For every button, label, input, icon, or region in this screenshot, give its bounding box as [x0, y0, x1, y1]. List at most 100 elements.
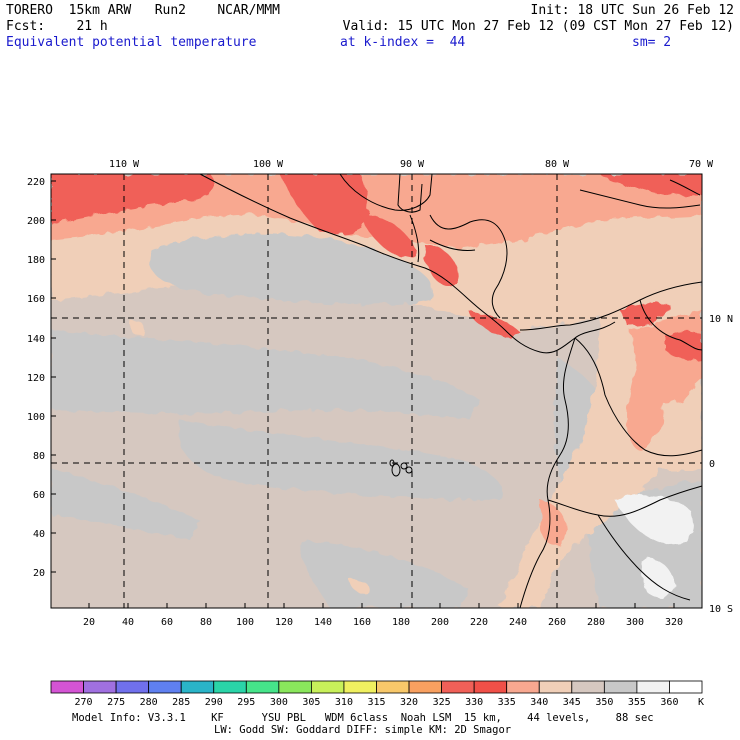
x-tick-label: 80 [200, 617, 212, 628]
x-tick-label: 260 [548, 617, 566, 628]
x-tick-label: 240 [509, 617, 527, 628]
plot-frame [50, 173, 703, 609]
coastlines [199, 173, 703, 609]
colorbar-label: 330 [465, 697, 483, 708]
colorbar-swatch [278, 680, 312, 694]
x-tick-label: 220 [470, 617, 488, 628]
border-central-america-2 [429, 239, 476, 251]
red-colombia [620, 302, 670, 326]
colorbar-label: 310 [335, 697, 353, 708]
x-tick-label: 20 [83, 617, 95, 628]
lat-lon-grid [51, 174, 702, 608]
gray-band-5 [300, 540, 470, 608]
colorbar-unit: K [698, 697, 704, 708]
x-tick-label: 120 [275, 617, 293, 628]
border-venezuela [639, 299, 703, 351]
x-tick-label: 320 [665, 617, 683, 628]
colorbar-label: 355 [628, 697, 646, 708]
colorbar-swatch [376, 680, 410, 694]
colorbar-label: 295 [237, 697, 255, 708]
warm-patch-1 [129, 319, 146, 337]
colorbar-swatch [148, 680, 182, 694]
y-tick-label: 160 [27, 294, 45, 305]
warm-sa-3 [540, 500, 567, 546]
x-tick-label: 140 [314, 617, 332, 628]
y-tick-label: 200 [27, 216, 45, 227]
colorbar-label: 275 [107, 697, 125, 708]
y-tick-marks [51, 180, 56, 573]
colorbar-label: 300 [270, 697, 288, 708]
coast-colombia-ecuador [519, 337, 576, 609]
model-title: TORERO 15km ARW Run2 NCAR/MMM [6, 3, 280, 18]
red-guatemala [360, 212, 416, 260]
y-tick-label: 20 [33, 568, 45, 579]
colorbar-swatch [473, 680, 508, 694]
border-ecuador-peru [547, 485, 703, 517]
x-tick-label: 280 [587, 617, 605, 628]
model-info-line1: Model Info: V3.3.1 KF YSU PBL WDM 6class… [72, 712, 654, 724]
x-tick-label: 160 [353, 617, 371, 628]
y-tick-label: 60 [33, 490, 45, 501]
colorbar-label: 350 [595, 697, 613, 708]
border-peru-brazil [597, 514, 691, 601]
colorbar-labels: 270 275 280 285 290 295 300 305 310 315 320 325 330 3… [75, 697, 679, 708]
colorbar-swatch [245, 680, 280, 694]
gray-band-4 [51, 470, 200, 540]
colorbar-label: 290 [205, 697, 223, 708]
red-ne [600, 174, 702, 197]
warm-patch-2 [350, 579, 371, 593]
gray-band-3 [178, 420, 502, 500]
colorbar [50, 680, 703, 694]
y-tick-label: 220 [27, 177, 45, 188]
colorbar-label: 305 [302, 697, 320, 708]
colorbar-label: 285 [172, 697, 190, 708]
colorbar-swatch [213, 680, 247, 694]
coast-hispaniola [669, 179, 701, 196]
colorbar-label: 360 [660, 697, 678, 708]
colorbar-label: 335 [498, 697, 516, 708]
y-tick-label: 40 [33, 529, 45, 540]
gray-band-1 [148, 233, 433, 305]
colorbar-swatch [180, 680, 215, 694]
salmon-north [51, 174, 702, 248]
red-nw [51, 174, 215, 224]
x-tick-label: 180 [392, 617, 410, 628]
theta-e-field [51, 174, 702, 608]
colorbar-swatch [603, 680, 638, 694]
model-info-line2: LW: Godd SW: Goddard DIFF: simple KM: 2D… [214, 724, 512, 736]
x-tick-label: 300 [626, 617, 644, 628]
lon-label-100w: 100 W [253, 159, 284, 170]
x-tick-label: 200 [431, 617, 449, 628]
lat-label-10s: 10 S [709, 604, 733, 615]
colorbar-label: 280 [140, 697, 158, 708]
colorbar-swatch [506, 680, 540, 694]
cool-andes [615, 494, 694, 545]
gray-band-2 [51, 330, 480, 420]
colorbar-swatch [441, 680, 475, 694]
colorbar-label: 345 [563, 697, 581, 708]
smoothing-label: sm= 2 [632, 35, 672, 50]
forecast-hour: Fcst: 21 h [6, 19, 108, 34]
colorbar-swatch [669, 680, 703, 694]
y-tick-label: 100 [27, 412, 45, 423]
lon-label-80w: 80 W [545, 159, 570, 170]
colorbar-swatch [83, 680, 117, 694]
lon-label-90w: 90 W [400, 159, 425, 170]
colorbar-swatch [343, 680, 377, 694]
cool-andes-2 [640, 558, 675, 597]
coast-caribbean [339, 173, 703, 331]
level-label: at k-index = 44 [340, 35, 466, 50]
lat-label-10n: 10 N [709, 314, 733, 325]
colorbar-swatch [636, 680, 670, 694]
x-tick-label: 100 [236, 617, 254, 628]
red-central [280, 174, 368, 235]
colorbar-label: 270 [75, 697, 93, 708]
y-tick-label: 180 [27, 255, 45, 266]
colorbar-swatch [408, 680, 442, 694]
lat-label-0: 0 [709, 459, 715, 470]
lon-label-110w: 110 W [109, 159, 140, 170]
x-tick-label: 60 [161, 617, 173, 628]
x-tick-marks [88, 603, 675, 608]
colorbar-label: 340 [530, 697, 548, 708]
